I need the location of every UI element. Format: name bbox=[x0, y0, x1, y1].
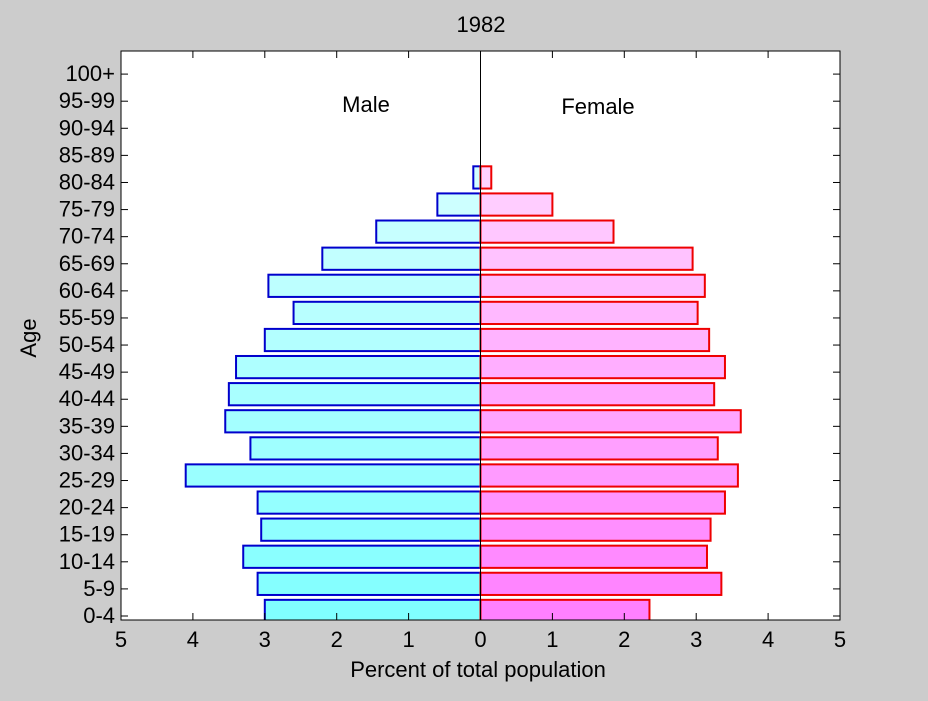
chart-title: 1982 bbox=[457, 12, 506, 37]
y-tick-label: 0-4 bbox=[83, 603, 115, 628]
male-bar-25-29 bbox=[184, 463, 482, 488]
female-bar-65-69 bbox=[479, 246, 694, 271]
y-tick-label: 45-49 bbox=[59, 359, 115, 384]
x-tick-label: 3 bbox=[690, 627, 702, 652]
female-bar-15-19 bbox=[479, 517, 712, 542]
male-bar-60-64 bbox=[267, 273, 482, 298]
x-tick-label: 5 bbox=[834, 627, 846, 652]
x-tick-label: 1 bbox=[402, 627, 414, 652]
female-bar-55-59 bbox=[479, 300, 699, 326]
female-bar-45-49 bbox=[479, 354, 726, 380]
x-tick-label: 5 bbox=[115, 627, 127, 652]
male-bar-75-79 bbox=[436, 192, 482, 217]
x-tick-label: 2 bbox=[618, 627, 630, 652]
male-bar-70-74 bbox=[375, 219, 482, 244]
y-tick-label: 30-34 bbox=[59, 440, 115, 465]
male-bar-20-24 bbox=[256, 490, 482, 515]
x-tick-label: 4 bbox=[187, 627, 199, 652]
y-tick-label: 40-44 bbox=[59, 386, 115, 411]
y-tick-label: 90-94 bbox=[59, 115, 115, 140]
y-tick-label: 75-79 bbox=[59, 197, 115, 222]
female-bar-80-84 bbox=[479, 165, 493, 190]
x-axis-label: Percent of total population bbox=[350, 657, 606, 682]
y-tick-label: 60-64 bbox=[59, 278, 115, 303]
female-bar-25-29 bbox=[479, 463, 739, 488]
male-bar-35-39 bbox=[224, 409, 482, 434]
x-tick-label: 0 bbox=[474, 627, 486, 652]
y-tick-label: 70-74 bbox=[59, 224, 115, 249]
y-tick-label: 100+ bbox=[65, 61, 115, 86]
x-tick-label: 4 bbox=[762, 627, 774, 652]
female-bar-20-24 bbox=[479, 490, 726, 515]
y-tick-label: 5-9 bbox=[83, 576, 115, 601]
male-bar-15-19 bbox=[260, 517, 482, 542]
female-bar-5-9 bbox=[479, 571, 723, 596]
y-tick-label: 50-54 bbox=[59, 332, 115, 357]
male-bar-45-49 bbox=[235, 354, 482, 380]
y-tick-label: 35-39 bbox=[59, 413, 115, 438]
x-tick-label: 1 bbox=[546, 627, 558, 652]
male-bar-10-14 bbox=[242, 544, 482, 569]
y-tick-label: 80-84 bbox=[59, 169, 115, 194]
y-tick-label: 85-89 bbox=[59, 142, 115, 167]
female-bar-30-34 bbox=[479, 436, 719, 461]
female-bar-35-39 bbox=[479, 409, 742, 434]
x-tick-label: 2 bbox=[331, 627, 343, 652]
y-tick-label: 15-19 bbox=[59, 522, 115, 547]
male-bar-80-84 bbox=[472, 165, 482, 190]
y-tick-label: 10-14 bbox=[59, 549, 115, 574]
male-bar-55-59 bbox=[292, 300, 482, 326]
female-bar-10-14 bbox=[479, 544, 708, 569]
y-axis-label: Age bbox=[16, 318, 41, 357]
male-bar-5-9 bbox=[256, 571, 482, 596]
female-bar-60-64 bbox=[479, 273, 706, 298]
male-bar-65-69 bbox=[321, 246, 482, 271]
y-tick-label: 65-69 bbox=[59, 251, 115, 276]
female-bar-40-44 bbox=[479, 382, 716, 407]
x-tick-label: 3 bbox=[259, 627, 271, 652]
y-tick-label: 95-99 bbox=[59, 88, 115, 113]
male-bar-30-34 bbox=[249, 436, 482, 461]
y-tick-label: 20-24 bbox=[59, 495, 115, 520]
male-label: Male bbox=[342, 92, 390, 117]
y-tick-label: 55-59 bbox=[59, 305, 115, 330]
male-bar-50-54 bbox=[263, 327, 482, 353]
female-label: Female bbox=[561, 94, 634, 119]
male-bar-0-4 bbox=[263, 598, 482, 620]
y-tick-label: 25-29 bbox=[59, 468, 115, 493]
male-bar-40-44 bbox=[227, 382, 482, 407]
female-bar-50-54 bbox=[479, 327, 711, 353]
female-bar-75-79 bbox=[479, 192, 554, 217]
female-bar-70-74 bbox=[479, 219, 615, 244]
